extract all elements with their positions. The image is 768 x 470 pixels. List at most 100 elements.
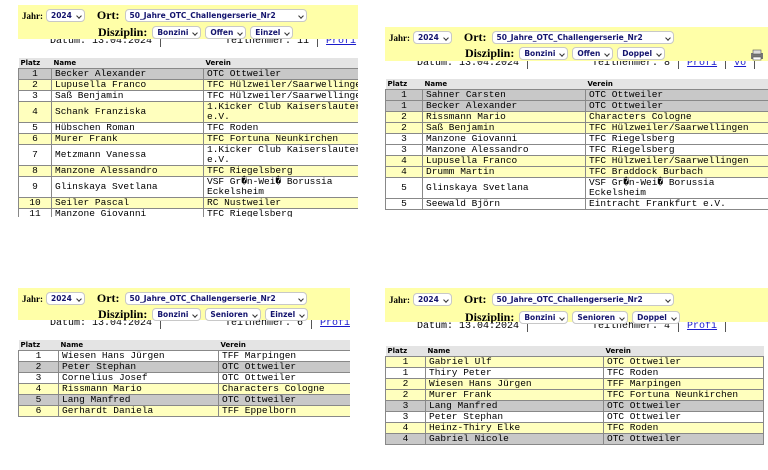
- result-row: 3 Peter Stephan OTC Ottweiler: [385, 411, 764, 423]
- class-link[interactable]: Profi: [312, 318, 350, 329]
- player-name: Lang Manfred: [425, 400, 604, 412]
- club: TFC Roden: [203, 122, 358, 134]
- year-select[interactable]: 2024: [46, 292, 85, 305]
- result-row: 3 Cornelius Josef OTC Ottweiler: [18, 372, 350, 384]
- result-row: 2 Lupusella Franco TFC Hülzweiler/Saarwell…: [18, 79, 358, 91]
- discipline-select[interactable]: Bonzini: [152, 308, 202, 321]
- discipline-select[interactable]: Bonzini: [152, 26, 202, 39]
- place: 1: [385, 89, 423, 101]
- player-name: Peter Stephan: [425, 411, 604, 423]
- location-select[interactable]: 50_Jahre_OTC_Challengerserie_Nr2: [491, 31, 674, 44]
- place: 6: [18, 405, 59, 417]
- print-icon[interactable]: [750, 49, 764, 61]
- column-header: Verein: [603, 346, 764, 357]
- participants: Teilnehmer: 4: [528, 321, 680, 332]
- result-row: 2 Murer Frank TFC Fortuna Neunkirchen: [385, 389, 764, 401]
- place: 1: [385, 367, 426, 379]
- club: TFC Roden: [603, 367, 764, 379]
- discipline-select[interactable]: Offen: [572, 47, 614, 60]
- player-name: Glinskaya Svetlana: [422, 177, 586, 199]
- label: Jahr:: [22, 10, 43, 21]
- class-link[interactable]: Profi: [679, 58, 727, 69]
- date: Datum: 13.04.2024: [18, 36, 162, 47]
- result-row: 1 Thiry Peter TFC Roden: [385, 367, 764, 379]
- player-name: Seiler Pascal: [51, 197, 204, 209]
- club: TFF Marpingen: [603, 378, 764, 390]
- discipline-select[interactable]: Bonzini: [519, 47, 569, 60]
- player-name: Becker Alexander: [422, 100, 586, 112]
- club: TFC Braddock Burbach: [585, 166, 768, 178]
- discipline-select[interactable]: Offen: [205, 26, 247, 39]
- location-select[interactable]: 50_Jahre_OTC_Challengerserie_Nr2: [124, 9, 307, 22]
- column-header: Verein: [585, 79, 768, 90]
- header-row: Platz Name Verein: [385, 346, 764, 357]
- club: OTC Ottweiler: [603, 411, 764, 423]
- result-row: 7 Metzmann Vanessa 1.Kicker Club Kaisersla…: [18, 144, 358, 166]
- player-name: Becker Alexander: [51, 68, 204, 80]
- event-info: Datum: 13.04.2024 Teilnehmer: 6 Profi: [18, 318, 350, 329]
- place: 3: [18, 90, 52, 102]
- filter-header: Jahr: 2024 Ort: 50_Jahre_OTC_Challengerseri…: [385, 27, 768, 61]
- class-link[interactable]: Profi: [679, 321, 727, 332]
- discipline-select[interactable]: Doppel: [632, 311, 680, 324]
- result-row: 5 Hübschen Roman TFC Roden: [18, 122, 358, 134]
- year-select[interactable]: 2024: [413, 31, 452, 44]
- label: Ort:: [463, 30, 487, 44]
- place: 2: [18, 79, 52, 91]
- year-select[interactable]: 2024: [413, 293, 452, 306]
- discipline-select[interactable]: Einzel: [250, 26, 294, 39]
- club: 1.Kicker Club Kaiserslautern e.V.: [203, 144, 358, 166]
- column-header: Platz: [385, 79, 423, 90]
- player-name: Gabriel Ulf: [425, 356, 604, 368]
- discipline-select[interactable]: Senioren: [572, 311, 629, 324]
- club: TFC Riegelsberg: [203, 165, 358, 177]
- player-name: Lupusella Franco: [422, 155, 586, 167]
- label: Ort:: [96, 8, 120, 22]
- column-header: Verein: [203, 58, 358, 69]
- place: 3: [18, 372, 59, 384]
- result-row: 4 Lupusella Franco TFC Hülzweiler/Saarwell…: [385, 155, 768, 167]
- class-link[interactable]: Vo: [726, 58, 756, 69]
- player-name: Heinz-Thiry Elke: [425, 422, 604, 434]
- club: TFC Riegelsberg: [203, 208, 358, 217]
- date: Datum: 13.04.2024: [385, 321, 529, 332]
- filter-header: Jahr: 2024 Ort: 50_Jahre_OTC_Challengerseri…: [385, 288, 768, 324]
- club: VSF Gr�n-Wei� Borussia Eckelsheim: [585, 177, 768, 199]
- header-row: Platz Name Verein: [18, 58, 358, 69]
- label: Ort:: [463, 292, 487, 306]
- place: 9: [18, 176, 52, 198]
- result-row: 1 Becker Alexander OTC Ottweiler: [18, 68, 358, 80]
- club: OTC Ottweiler: [218, 361, 350, 373]
- discipline-select[interactable]: Senioren: [205, 308, 262, 321]
- discipline-select[interactable]: Bonzini: [519, 311, 569, 324]
- year-select[interactable]: 2024: [46, 9, 85, 22]
- filter-header: Jahr: 2024 Ort: 50_Jahre_OTC_Challengerseri…: [18, 288, 350, 321]
- player-name: Seewald Björn: [422, 198, 586, 210]
- discipline-select[interactable]: Einzel: [265, 308, 309, 321]
- result-row: 6 Gerhardt Daniela TFF Eppelborn: [18, 405, 350, 417]
- filter-row: Jahr: 2024 Ort: 50_Jahre_OTC_Challengerseri…: [22, 291, 311, 306]
- location-select[interactable]: 50_Jahre_OTC_Challengerserie_Nr2: [124, 292, 307, 305]
- club: OTC Ottweiler: [218, 372, 350, 384]
- club: TFC Fortuna Neunkirchen: [603, 389, 764, 401]
- club: RC Nustweiler: [203, 197, 358, 209]
- class-link[interactable]: Profi: [318, 36, 358, 47]
- place: 10: [18, 197, 52, 209]
- player-name: Cornelius Josef: [58, 372, 219, 384]
- result-row: 3 Lang Manfred OTC Ottweiler: [385, 400, 764, 412]
- location-select[interactable]: 50_Jahre_OTC_Challengerserie_Nr2: [491, 293, 674, 306]
- column-header: Name: [51, 58, 204, 69]
- result-row: 1 Wiesen Hans Jürgen TFF Marpingen: [18, 350, 350, 362]
- player-name: Peter Stephan: [58, 361, 219, 373]
- club: TFF Eppelborn: [218, 405, 350, 417]
- filter-row: Disziplin: Bonzini Offen Einzel: [90, 25, 297, 40]
- club: TFC Riegelsberg: [585, 144, 768, 156]
- label: Jahr:: [389, 32, 410, 43]
- discipline-select[interactable]: Doppel: [617, 47, 666, 60]
- results-table: Platz Name Verein 1 Wiesen Hans Jürgen TFF Ma…: [18, 340, 350, 417]
- result-row: 5 Lang Manfred OTC Ottweiler: [18, 394, 350, 406]
- results-panel: Jahr: 2024 Ort: 50_Jahre_OTC_Challengerseri…: [385, 27, 768, 217]
- participants: Teilnehmer: 11: [161, 36, 319, 47]
- result-row: 2 Rissmann Mario Characters Cologne: [385, 111, 768, 123]
